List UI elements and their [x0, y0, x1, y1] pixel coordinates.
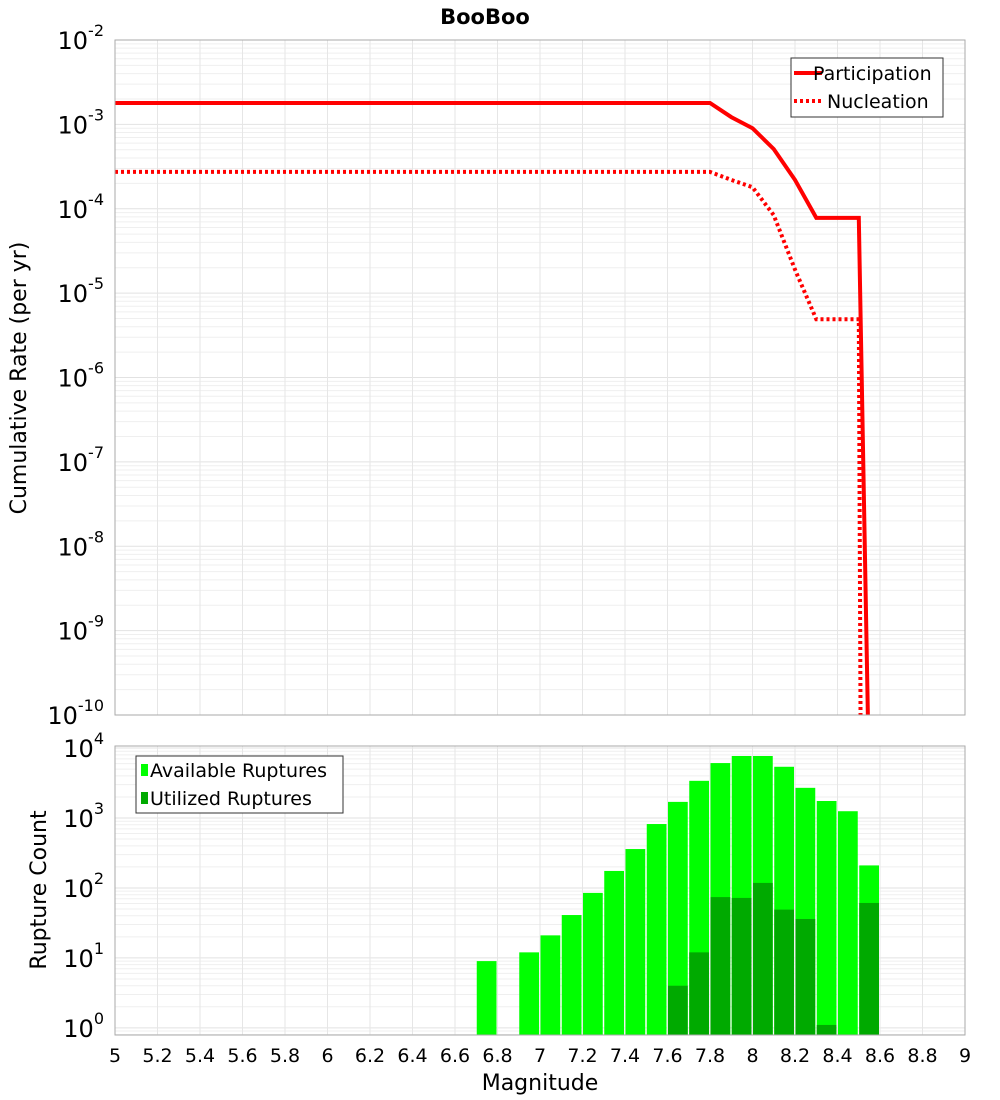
utilized-ruptures-bar — [710, 897, 731, 1035]
y-tick-label: 10-8 — [58, 527, 105, 561]
participation-line — [115, 101, 870, 715]
y-tick-label: 100 — [63, 1009, 104, 1043]
legend: Available Ruptures Utilized Ruptures — [135, 755, 344, 814]
available-ruptures-bar — [540, 935, 561, 1035]
legend-swatch — [141, 764, 148, 776]
y-tick-label: 104 — [63, 729, 104, 763]
y-tick-label: 10-10 — [47, 696, 104, 730]
x-tick-label: 7.8 — [695, 1045, 725, 1067]
plot-border — [114, 39, 966, 716]
y-tick-label: 10-9 — [58, 612, 105, 646]
x-tick-label: 5.6 — [227, 1045, 257, 1067]
available-ruptures-bar — [646, 824, 667, 1035]
y-tick-label: 10-5 — [58, 274, 105, 308]
available-ruptures-bar — [583, 892, 603, 1035]
utilized-ruptures-bar — [668, 985, 688, 1035]
nucleation-line — [115, 169, 863, 715]
utilized-ruptures-bar — [774, 909, 794, 1035]
x-tick-label: 5.8 — [270, 1045, 300, 1067]
utilized-ruptures-bar — [859, 902, 879, 1035]
x-tick-label: 6.2 — [355, 1045, 385, 1067]
x-tick-label: 8.2 — [780, 1045, 810, 1067]
x-tick-label: 9 — [959, 1045, 971, 1067]
utilized-ruptures-bar — [731, 897, 752, 1035]
y-tick-label: 10-3 — [58, 105, 105, 139]
chart-title: BooBoo — [440, 5, 530, 29]
y-tick-label: 10-7 — [58, 443, 105, 477]
x-tick-label: 5.2 — [142, 1045, 172, 1067]
legend-box — [790, 57, 944, 118]
plot-border — [114, 745, 966, 1036]
x-axis-label: Magnitude — [482, 1071, 599, 1096]
utilized-ruptures-bar — [689, 952, 709, 1035]
x-tick-label: 8.6 — [865, 1045, 895, 1067]
available-ruptures-bar — [476, 961, 497, 1035]
x-tick-label: 6.6 — [440, 1045, 470, 1067]
x-tick-label: 7 — [534, 1045, 546, 1067]
rupture-count-plot: 100 101 102 103 104 5 5.2 5.4 5.6 5.8 6 6.2 6.4 6.6 6.… — [63, 729, 971, 1067]
available-ruptures-bar — [668, 801, 688, 1035]
available-ruptures-bar — [625, 849, 646, 1035]
legend-box — [135, 755, 344, 814]
available-ruptures-bar — [561, 915, 582, 1035]
x-tick-label: 8 — [746, 1045, 758, 1067]
y-tick-label: 102 — [63, 869, 104, 903]
x-tick-label: 6 — [321, 1045, 333, 1067]
available-ruptures-bar — [519, 952, 539, 1035]
x-tick-label: 6.8 — [482, 1045, 512, 1067]
utilized-ruptures-bar — [753, 882, 773, 1035]
legend-label: Nucleation — [827, 91, 929, 113]
x-tick-label: 7.6 — [652, 1045, 682, 1067]
x-tick-label: 7.2 — [567, 1045, 597, 1067]
x-tick-label: 7.4 — [610, 1045, 640, 1067]
legend-label: Utilized Ruptures — [150, 788, 312, 810]
available-ruptures-bar — [604, 870, 624, 1035]
legend-label: Participation — [813, 63, 932, 85]
legend-swatch — [141, 792, 148, 804]
y-tick-label: 103 — [63, 799, 104, 833]
legend: Participation Nucleation — [790, 57, 944, 118]
y-tick-label: 10-6 — [58, 359, 105, 393]
x-tick-label: 6.4 — [397, 1045, 427, 1067]
utilized-ruptures-bar — [816, 1024, 837, 1035]
x-tick-label: 8.8 — [907, 1045, 937, 1067]
x-tick-label: 5 — [109, 1045, 121, 1067]
legend-label: Available Ruptures — [150, 760, 327, 782]
x-tick-label: 5.4 — [185, 1045, 215, 1067]
y-tick-label: 10-4 — [58, 190, 105, 224]
rate-plot: 10-2 10-3 10-4 10-5 10-6 10-7 10-8 10-9 10-10 Par… — [47, 21, 966, 730]
utilized-ruptures-bar — [795, 918, 816, 1035]
y-tick-label: 101 — [63, 939, 104, 973]
y-tick-label: 10-2 — [58, 21, 105, 55]
x-tick-label: 8.4 — [822, 1045, 852, 1067]
available-ruptures-bar — [816, 801, 837, 1035]
available-ruptures-bar — [838, 811, 858, 1035]
bottom-y-axis-label: Rupture Count — [27, 810, 52, 970]
top-y-axis-label: Cumulative Rate (per yr) — [7, 242, 32, 515]
